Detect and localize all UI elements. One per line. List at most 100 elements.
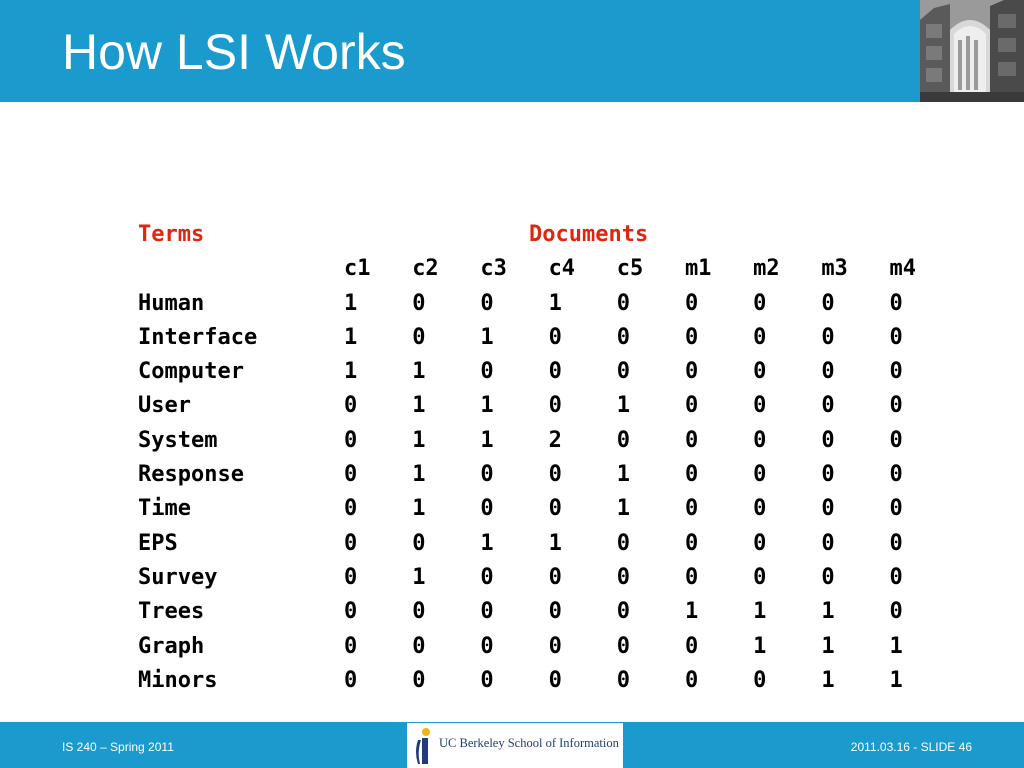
matrix-cell: 1 xyxy=(616,393,630,419)
matrix-cell: 0 xyxy=(821,290,835,316)
matrix-cell: 1 xyxy=(412,393,426,419)
column-header: c3 xyxy=(480,256,507,282)
matrix-cell: 0 xyxy=(889,496,903,522)
matrix-cell: 1 xyxy=(480,393,494,419)
matrix-cell: 0 xyxy=(684,530,699,556)
term-label: Survey xyxy=(138,564,218,590)
matrix-cell: 0 xyxy=(616,359,630,385)
matrix-cell: 1 xyxy=(412,359,426,385)
matrix-cell: 0 xyxy=(548,393,562,419)
matrix-cell: 0 xyxy=(412,290,426,316)
term-label: User xyxy=(138,393,191,419)
matrix-cell: 1 xyxy=(821,633,835,659)
matrix-cell: 1 xyxy=(684,599,699,625)
term-label: System xyxy=(138,427,218,453)
matrix-cell: 0 xyxy=(889,359,903,385)
matrix-cell: 0 xyxy=(548,496,562,522)
matrix-cell: 1 xyxy=(821,599,835,625)
matrix-cell: 0 xyxy=(889,462,903,488)
matrix-cell: 0 xyxy=(344,667,358,693)
matrix-cell: 0 xyxy=(821,530,835,556)
matrix-cell: 0 xyxy=(616,633,630,659)
table-row: Human 1 0 0 1 0 0 0 0 0 xyxy=(138,287,958,321)
term-document-matrix: Terms Documents c1 c2 c3 c4 c5 m1 m2 m3 … xyxy=(138,218,958,698)
matrix-cell: 0 xyxy=(344,393,358,419)
matrix-cell: 0 xyxy=(753,564,767,590)
matrix-cell: 0 xyxy=(684,496,699,522)
matrix-cell: 1 xyxy=(480,530,494,556)
matrix-cell: 0 xyxy=(616,599,630,625)
matrix-cell: 1 xyxy=(616,462,630,488)
term-label: Time xyxy=(138,496,191,522)
building-archway-photo xyxy=(920,0,1024,102)
matrix-cell: 0 xyxy=(548,462,562,488)
matrix-cell: 1 xyxy=(616,496,630,522)
matrix-cell: 0 xyxy=(821,359,835,385)
slide-title: How LSI Works xyxy=(62,24,406,80)
ischool-logo: UC Berkeley School of Information xyxy=(407,723,623,768)
matrix-cell: 0 xyxy=(480,667,494,693)
matrix-cell: 0 xyxy=(480,496,494,522)
matrix-cell: 0 xyxy=(344,496,358,522)
matrix-cell: 1 xyxy=(344,359,358,385)
matrix-cell: 1 xyxy=(412,564,426,590)
table-row: Trees 0 0 0 0 0 1 1 1 0 xyxy=(138,595,958,629)
matrix-cell: 1 xyxy=(753,599,767,625)
matrix-cell: 0 xyxy=(480,359,494,385)
table-row: Response 0 1 0 0 1 0 0 0 0 xyxy=(138,458,958,492)
matrix-cell: 1 xyxy=(753,633,767,659)
matrix-cell: 0 xyxy=(412,633,426,659)
matrix-cell: 0 xyxy=(753,290,767,316)
matrix-cell: 2 xyxy=(548,427,562,453)
matrix-cell: 0 xyxy=(684,427,699,453)
matrix-cell: 1 xyxy=(821,667,835,693)
matrix-cell: 0 xyxy=(684,633,699,659)
matrix-cell: 1 xyxy=(889,633,903,659)
table-row: EPS 0 0 1 1 0 0 0 0 0 xyxy=(138,527,958,561)
matrix-cell: 0 xyxy=(344,633,358,659)
table-row: System 0 1 1 2 0 0 0 0 0 xyxy=(138,424,958,458)
matrix-cell: 0 xyxy=(821,462,835,488)
matrix-cell: 0 xyxy=(548,633,562,659)
matrix-cell: 1 xyxy=(889,667,903,693)
matrix-cell: 0 xyxy=(821,564,835,590)
matrix-cell: 0 xyxy=(889,564,903,590)
term-label: EPS xyxy=(138,530,178,556)
matrix-cell: 1 xyxy=(344,290,358,316)
matrix-cell: 0 xyxy=(344,427,358,453)
table-row: Interface 1 0 1 0 0 0 0 0 0 xyxy=(138,321,958,355)
documents-header-cell: Documents xyxy=(344,218,958,252)
matrix-cell: 0 xyxy=(616,530,630,556)
matrix-cell: 0 xyxy=(889,599,903,625)
matrix-cell: 0 xyxy=(548,667,562,693)
column-header: m1 xyxy=(684,256,712,282)
matrix-cell: 1 xyxy=(412,496,426,522)
matrix-cell: 0 xyxy=(616,667,630,693)
documents-header: Documents xyxy=(529,222,649,247)
table-row: Survey 0 1 0 0 0 0 0 0 0 xyxy=(138,561,958,595)
matrix-cell: 0 xyxy=(684,667,699,693)
table-heading-row: Terms Documents xyxy=(138,218,958,252)
matrix-cell: 0 xyxy=(753,359,767,385)
matrix-cell: 0 xyxy=(684,564,699,590)
matrix-cell: 0 xyxy=(344,564,358,590)
matrix-cell: 0 xyxy=(548,359,562,385)
ischool-i-logo-icon xyxy=(416,728,430,764)
matrix-cell: 0 xyxy=(821,496,835,522)
matrix-cell: 1 xyxy=(548,290,562,316)
matrix-cell: 0 xyxy=(821,324,835,350)
table-row: Graph 0 0 0 0 0 0 1 1 1 xyxy=(138,630,958,664)
table-row: Computer 1 1 0 0 0 0 0 0 0 xyxy=(138,355,958,389)
column-header: c1 xyxy=(344,256,371,282)
matrix-cell: 0 xyxy=(821,427,835,453)
matrix-cell: 0 xyxy=(753,393,767,419)
matrix-cell: 1 xyxy=(344,324,358,350)
header-bar: How LSI Works xyxy=(0,0,1024,102)
matrix-cell: 0 xyxy=(412,530,426,556)
matrix-cell: 0 xyxy=(889,290,903,316)
matrix-cell: 0 xyxy=(616,564,630,590)
logo-text: UC Berkeley School of Information xyxy=(439,736,619,750)
term-label: Graph xyxy=(138,633,205,659)
table-row: Time 0 1 0 0 1 0 0 0 0 xyxy=(138,492,958,526)
